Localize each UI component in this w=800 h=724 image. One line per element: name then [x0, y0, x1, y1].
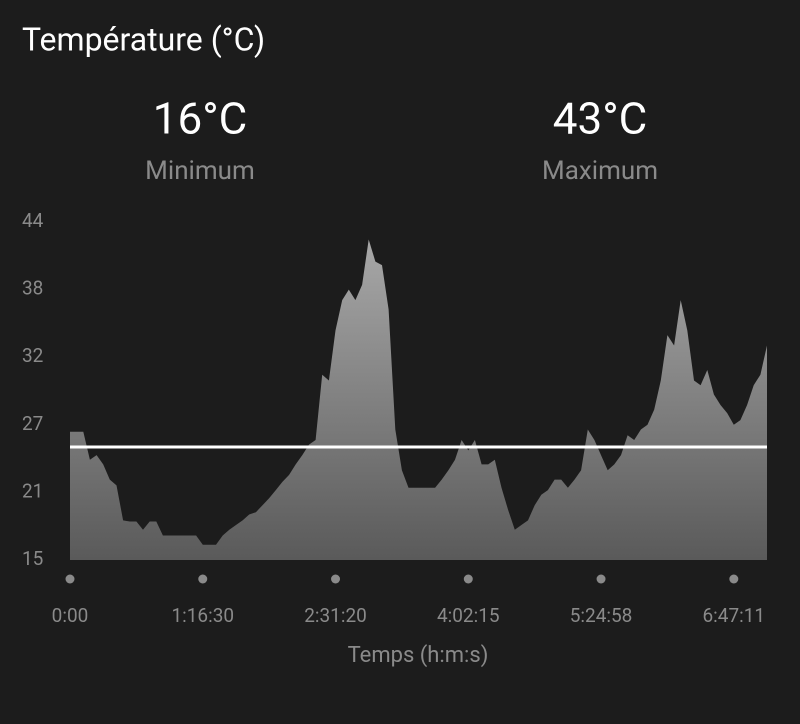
y-tick-label: 32 — [22, 344, 43, 367]
stat-value: 43°C — [553, 93, 648, 145]
area — [70, 239, 767, 560]
x-tick-dot — [65, 574, 75, 584]
chart-title: Température (°C) — [22, 20, 265, 58]
stat-value: 16°C — [153, 93, 248, 145]
x-tick-label: 6:47:11 — [703, 604, 766, 627]
y-tick-label: 38 — [22, 277, 43, 300]
x-tick-dot — [729, 574, 739, 584]
y-tick-label: 44 — [22, 209, 44, 232]
x-tick-label: 1:16:30 — [171, 604, 234, 627]
stat-label: Minimum — [145, 156, 255, 186]
x-tick-label: 0:00 — [52, 604, 89, 627]
x-tick-dot — [463, 574, 473, 584]
y-tick-label: 15 — [22, 547, 43, 570]
x-tick-label: 2:31:20 — [304, 604, 367, 627]
x-tick-dot — [198, 574, 208, 584]
x-axis-title: Temps (h:m:s) — [348, 643, 489, 668]
x-tick-label: 4:02:15 — [437, 604, 500, 627]
x-tick-label: 5:24:58 — [570, 604, 633, 627]
x-tick-dot — [596, 574, 606, 584]
y-tick-label: 27 — [22, 412, 43, 435]
y-tick-label: 21 — [22, 479, 43, 502]
x-tick-dot — [331, 574, 341, 584]
stat-label: Maximum — [542, 156, 658, 186]
